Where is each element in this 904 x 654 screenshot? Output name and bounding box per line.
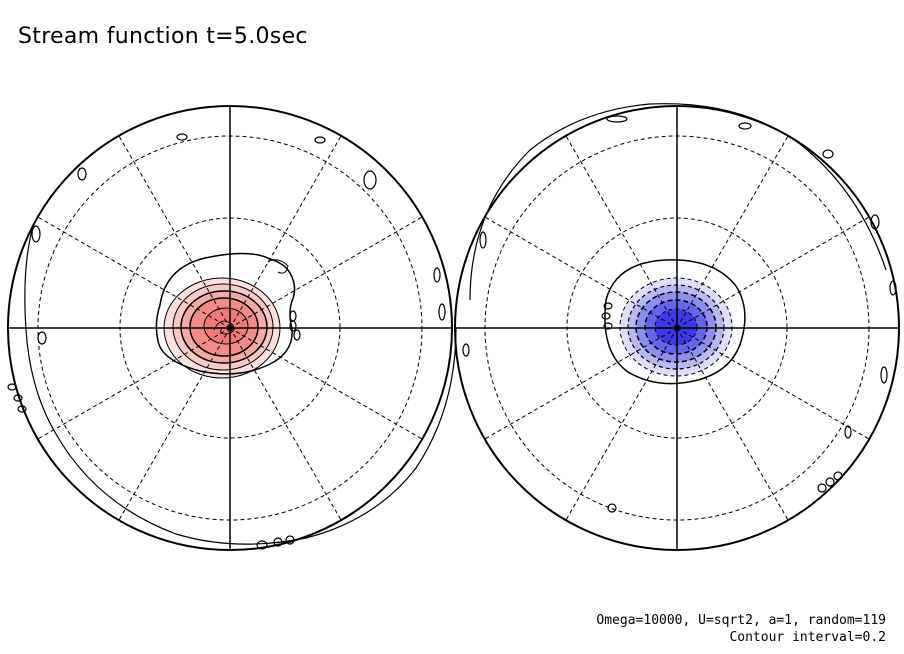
right-hemisphere (454, 103, 900, 551)
left-hemisphere (7, 105, 457, 551)
left-meridians (37, 135, 423, 521)
figure-title: Stream function t=5.0sec (18, 24, 308, 49)
right-axes (455, 106, 899, 550)
parameters-line: Omega=10000, U=sqrt2, a=1, random=119 (596, 613, 886, 628)
left-axes (8, 106, 452, 550)
parameter-annotation: Omega=10000, U=sqrt2, a=1, random=119 Co… (596, 612, 886, 646)
right-rim (454, 105, 900, 551)
right-negative-vortex (604, 259, 746, 385)
left-rim (7, 105, 453, 551)
contour-interval-line: Contour interval=0.2 (729, 630, 886, 645)
right-meridians (484, 135, 870, 521)
left-positive-vortex (155, 252, 296, 379)
